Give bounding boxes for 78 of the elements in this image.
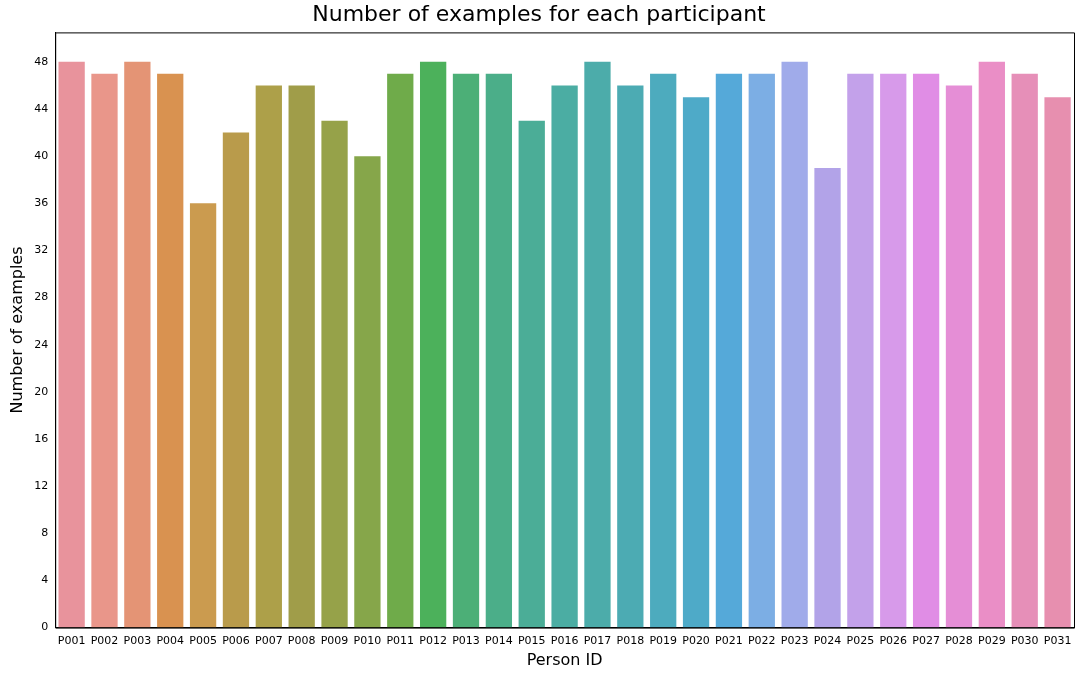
bar [617,85,644,628]
y-tick-label: 40 [34,149,49,163]
bar [485,73,513,628]
bar [945,85,973,628]
bar [58,61,85,628]
x-tick-label: P031 [1043,634,1072,648]
x-tick-label: P009 [320,634,349,648]
bar [814,167,841,628]
bar [781,61,808,628]
bar [518,120,545,628]
x-tick-label: P029 [978,634,1006,648]
bar [978,61,1005,628]
bar [584,61,611,628]
bar [189,203,217,628]
bar [847,73,874,628]
x-tick-label: P012 [419,634,447,648]
x-tick-label: P030 [1010,634,1039,648]
bar [880,73,907,628]
x-tick-label: P020 [682,634,710,648]
y-tick-label: 44 [34,101,49,115]
y-tick-label: 4 [41,573,49,587]
bar [715,73,743,628]
bar [354,156,381,628]
bar [551,85,578,628]
bar [650,73,677,628]
bar [288,85,315,628]
x-tick-label: P015 [517,634,546,648]
x-tick-label: P017 [583,634,612,648]
bar [682,97,710,628]
x-tick-label: P026 [879,634,908,648]
bar [452,73,480,628]
x-tick-label: P019 [649,634,678,648]
x-tick-label: P011 [386,634,415,648]
bar [912,73,940,628]
y-tick-label: 12 [34,479,49,493]
x-tick-label: P021 [715,634,743,648]
x-tick-label: P028 [945,634,973,648]
x-tick-label: P005 [189,634,217,648]
x-tick-label: P006 [222,634,250,648]
x-tick-label: P001 [57,634,86,648]
y-tick-label: 36 [34,196,49,210]
bar [222,132,250,628]
chart-title: Number of examples for each participant [312,0,767,26]
bar [748,73,775,628]
bar [255,85,282,628]
x-tick-label: P016 [550,634,579,648]
x-tick-label: P004 [156,634,185,648]
x-tick-label: P025 [846,634,875,648]
y-tick-label: 24 [34,337,49,351]
y-tick-label: 20 [34,384,49,398]
y-tick-label: 28 [34,290,49,304]
bar [1044,97,1071,628]
x-tick-label: P008 [287,634,316,648]
x-tick-label: P024 [813,634,842,648]
y-tick-label: 8 [41,526,49,540]
x-tick-label: P014 [485,634,513,648]
y-axis-title: Number of examples [6,246,26,414]
bar [419,61,447,628]
bar [91,73,118,628]
bar [321,120,348,628]
y-tick-label: 0 [41,620,49,634]
y-tick-label: 16 [34,431,49,445]
x-tick-label: P007 [255,634,283,648]
y-tick-label: 32 [34,243,49,257]
x-tick-label: P027 [912,634,940,648]
x-tick-label: P002 [90,634,119,648]
x-tick-label: P013 [452,634,480,648]
x-tick-label: P022 [747,634,776,648]
bar [387,73,414,628]
x-tick-label: P010 [353,634,382,648]
x-axis-title: Person ID [526,649,603,669]
x-tick-label: P003 [123,634,152,648]
bar [124,61,151,628]
bar [1011,73,1038,628]
x-tick-label: P023 [780,634,809,648]
y-tick-label: 48 [34,54,49,68]
bar [157,73,184,628]
x-tick-label: P018 [616,634,645,648]
